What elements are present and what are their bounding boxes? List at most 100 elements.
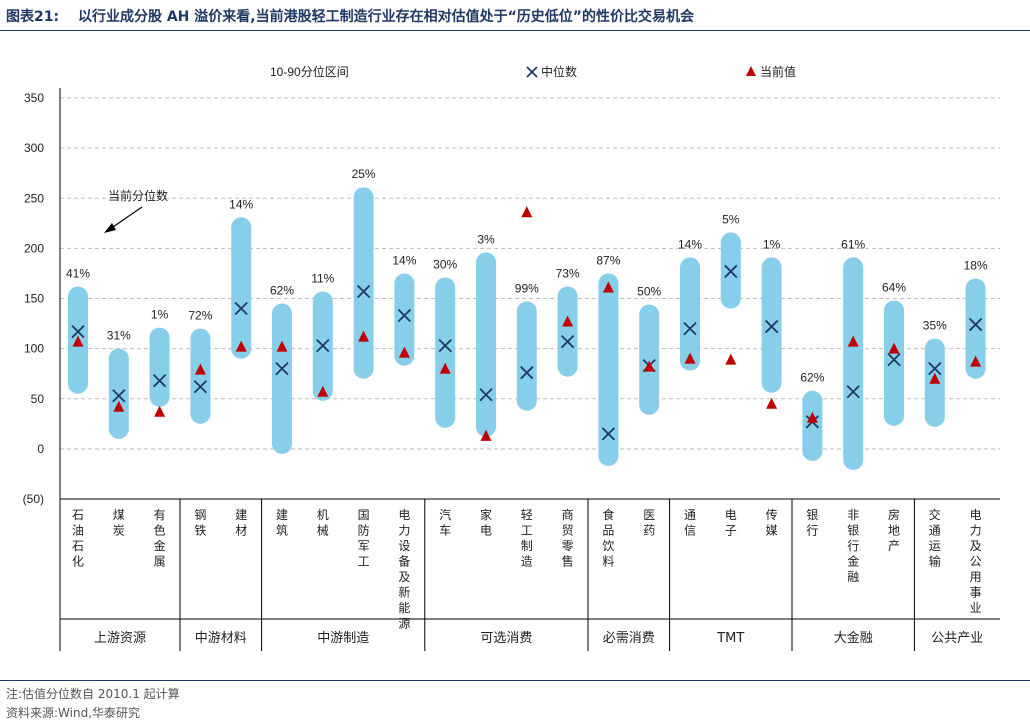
markers [71, 206, 983, 441]
annotation-arrow-shaft [109, 206, 143, 230]
range-bar [761, 257, 782, 393]
percent-label: 3% [477, 232, 495, 246]
median-marker [846, 385, 860, 399]
range-bar [108, 348, 129, 439]
median-marker [520, 366, 534, 380]
category-label: 建筑 [276, 508, 288, 538]
percent-labels: 41% 31% 1% 72% 14% 62% 11% 25% 14% 30% 3% 99% 73% 87%… [66, 167, 988, 385]
current-marker [684, 352, 696, 364]
percent-label: 72% [188, 309, 212, 323]
legend-range-label: 10-90分位区间 [270, 64, 349, 79]
group-label: 可选消费 [480, 631, 532, 646]
y-tick-label: (50) [23, 492, 44, 506]
y-tick-label: 50 [31, 392, 45, 406]
current-marker [888, 342, 900, 354]
current-marker [970, 355, 982, 367]
percent-label: 62% [270, 284, 294, 298]
median-stroke [560, 334, 575, 349]
group-label: 中游材料 [195, 631, 247, 646]
median-stroke [397, 308, 412, 323]
current-marker [398, 346, 410, 358]
range-bar [394, 273, 415, 366]
current-marker [766, 397, 778, 409]
current-marker [602, 281, 614, 293]
category-label: 非银行金融 [847, 508, 859, 584]
median-marker [275, 362, 289, 376]
percent-label: 18% [964, 258, 988, 272]
current-marker [643, 360, 655, 372]
median-marker [152, 374, 167, 388]
median-stroke [724, 264, 738, 279]
percent-label: 99% [515, 282, 539, 296]
percent-label: 14% [678, 237, 702, 251]
category-label: 商贸零售 [562, 507, 574, 569]
median-stroke [683, 321, 697, 336]
median-marker [479, 388, 493, 402]
median-marker [601, 427, 616, 441]
y-tick-label: 150 [24, 292, 44, 306]
range-bar [598, 273, 619, 466]
group-label: 上游资源 [94, 631, 146, 646]
median-marker [234, 301, 248, 316]
current-marker [194, 363, 206, 375]
current-marker [358, 330, 370, 342]
median-stroke [112, 389, 126, 403]
median-stroke [928, 362, 942, 376]
category-label: 房地产 [888, 507, 900, 553]
current-marker [521, 206, 533, 218]
median-stroke [520, 366, 534, 380]
category-label: 电子 [725, 508, 737, 538]
median-marker [438, 338, 452, 353]
group-label: TMT [716, 631, 744, 646]
current-marker [480, 429, 492, 441]
legend-current-marker [746, 66, 756, 76]
percent-label: 5% [722, 212, 740, 226]
median-stroke [601, 427, 616, 441]
percent-label: 87% [596, 253, 620, 267]
percent-label: 14% [229, 197, 253, 211]
percent-label: 31% [107, 329, 131, 343]
median-stroke [438, 338, 452, 353]
legend-median-label: 中位数 [541, 64, 577, 79]
percent-label: 35% [923, 319, 947, 333]
category-label: 钢铁 [194, 508, 206, 538]
current-marker [847, 335, 859, 347]
range-bar [272, 303, 292, 454]
category-label: 通信 [684, 508, 696, 538]
category-label: 医药 [643, 508, 655, 538]
median-marker [560, 334, 575, 349]
y-tick-label: 250 [24, 191, 44, 205]
median-marker [968, 317, 983, 332]
percent-label: 1% [151, 308, 169, 322]
current-marker [235, 340, 247, 352]
category-label: 交通运输 [929, 507, 941, 569]
y-tick-label: 200 [24, 241, 44, 255]
percent-label: 61% [841, 237, 865, 251]
legend: 10-90分位区间 中位数 当前值 [270, 64, 796, 79]
grid-layer: 350 300 250 200 150 100 50 0 (50) [23, 88, 1000, 506]
figure-number: 图表21: [6, 9, 60, 25]
range-bar [639, 304, 660, 415]
category-label: 机械 [317, 508, 329, 538]
range-bar [802, 390, 823, 461]
annotation-text: 当前分位数 [108, 188, 168, 203]
y-tick-label: 100 [24, 342, 44, 356]
footnote: 注:估值分位数自 2010.1 起计算 [6, 687, 180, 701]
category-label: 国防军工 [358, 508, 370, 569]
range-bar [680, 257, 700, 371]
current-marker [806, 411, 818, 423]
range-bar [965, 278, 986, 379]
source-note: 资料来源:Wind,华泰研究 [6, 706, 141, 720]
percent-label: 25% [352, 167, 376, 181]
category-label: 石油石化 [72, 508, 84, 569]
median-marker [112, 389, 126, 403]
category-label: 汽车 [439, 507, 451, 538]
median-stroke [968, 317, 983, 332]
range-bar [476, 252, 496, 437]
current-marker [725, 353, 737, 365]
median-stroke [479, 388, 493, 402]
current-marker [154, 405, 166, 417]
median-stroke [152, 374, 167, 388]
median-stroke [193, 380, 208, 394]
